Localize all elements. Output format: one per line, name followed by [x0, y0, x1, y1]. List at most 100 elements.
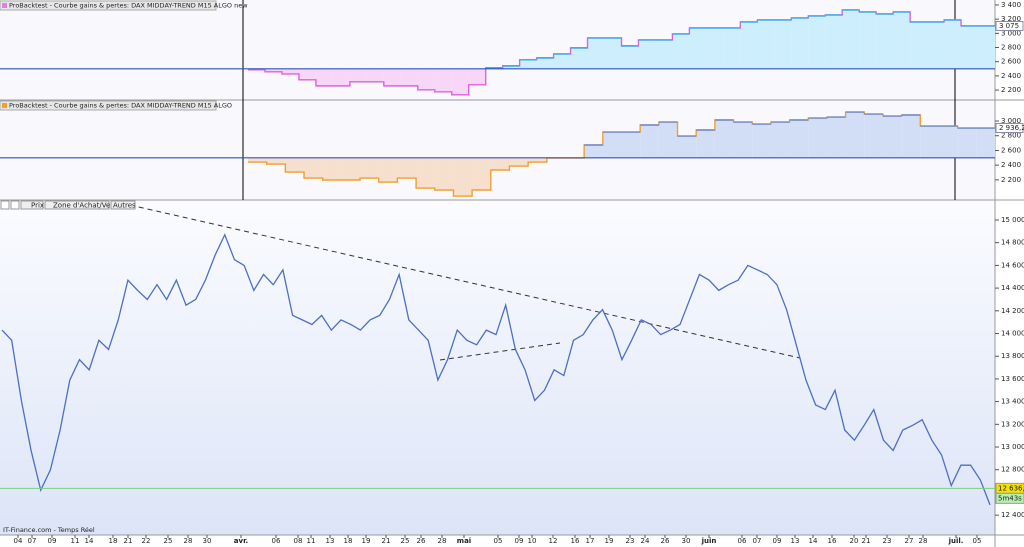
y-tick-label: 15 000	[1001, 216, 1024, 224]
x-tick-label: 20	[850, 537, 859, 545]
x-tick-label: mai	[457, 537, 471, 545]
y-tick-label: 12 800	[1001, 466, 1024, 474]
x-tick-label: 05	[973, 537, 982, 545]
trendline	[439, 342, 561, 361]
equity-area	[882, 116, 902, 158]
button[interactable]	[44, 200, 110, 210]
equity-area	[451, 68, 469, 95]
equity-area	[876, 13, 894, 69]
x-tick-label: 23	[883, 537, 892, 545]
current-value-box	[995, 123, 1024, 134]
toolbar-label[interactable]: Zone d'Achat/Vente	[53, 202, 122, 210]
equity-area	[658, 122, 678, 158]
equity-area	[808, 118, 827, 158]
source: IT-Finance.com - Temps Réel	[3, 526, 95, 534]
equity-area	[360, 157, 379, 179]
timer-box	[995, 492, 1024, 504]
equity-area	[417, 68, 435, 90]
panel-title-bg	[0, 100, 217, 111]
equity-area	[584, 145, 603, 158]
x-tick-label: juil.	[948, 537, 964, 545]
x-tick-label: 07	[753, 537, 762, 545]
x-tick-label: 26	[417, 537, 426, 545]
button[interactable]	[10, 200, 20, 210]
equity-curve-above	[485, 9, 995, 69]
button[interactable]	[0, 200, 10, 210]
equity-area	[655, 39, 673, 69]
x-tick-label: 23	[626, 537, 635, 545]
x-tick-label: 14	[809, 537, 818, 545]
toolbar: Prix Zone d'Achat/Vente Autres	[0, 200, 136, 210]
y-tick-label: 13 000	[1001, 443, 1024, 451]
equity-area	[696, 130, 715, 158]
equity-area	[957, 128, 977, 158]
equity-area	[509, 157, 529, 167]
button[interactable]	[20, 200, 44, 210]
equity-area	[961, 25, 979, 69]
equity-area	[281, 68, 299, 74]
x-tick-label: 25	[164, 537, 173, 545]
toolbar-label[interactable]: Prix	[31, 202, 44, 210]
equity-area	[978, 25, 995, 69]
equity-area	[587, 37, 605, 69]
panel-title: ProBacktest - Courbe gains & pertes: DAX…	[9, 102, 232, 110]
equity-area	[570, 47, 588, 69]
equity-area	[714, 120, 734, 158]
equity-area	[752, 124, 771, 158]
x-tick-label: 04	[14, 537, 23, 545]
equity-area	[366, 68, 384, 82]
equity-curve-above	[584, 111, 995, 146]
equity-area	[944, 19, 962, 69]
equity-area	[472, 157, 491, 190]
equity-area	[938, 126, 958, 158]
equity-area	[789, 120, 809, 158]
y-tick-label: 13 600	[1001, 375, 1024, 383]
x-tick-label: 11	[71, 537, 80, 545]
equity-area	[808, 15, 826, 69]
x-tick-label: 10	[528, 537, 537, 545]
x-tick-label: 28	[919, 537, 928, 545]
y-tick-label: 2 200	[1001, 86, 1021, 94]
timer: 5m43s	[998, 494, 1022, 502]
equity-area	[638, 39, 656, 69]
x-tick-label: 27	[905, 537, 914, 545]
x-tick-label: 17	[586, 537, 595, 545]
equity-area	[536, 57, 554, 69]
panel-icon	[2, 3, 7, 8]
x-tick-label: 16	[828, 537, 837, 545]
x-tick-label: 07	[28, 537, 37, 545]
equity-area	[298, 68, 316, 80]
x-tick-label: 30	[203, 537, 212, 545]
equity-area	[322, 157, 342, 180]
equity-area	[723, 27, 741, 69]
x-tick-label: 21	[862, 537, 871, 545]
equity-area	[553, 53, 571, 69]
y-tick-label: 14 000	[1001, 330, 1024, 338]
y-tick-label: 2 200	[1001, 176, 1021, 184]
equity-area	[740, 21, 758, 69]
y-tick-label: 2 400	[1001, 161, 1021, 169]
equity-area	[927, 21, 945, 69]
panel-title: ProBacktest - Courbe gains & pertes: DAX…	[9, 2, 248, 10]
x-tick-label: 09	[48, 537, 57, 545]
equity-area	[706, 27, 724, 69]
x-tick-label: 18	[109, 537, 118, 545]
toolbar-label[interactable]: Autres	[113, 202, 136, 210]
equity-area	[528, 157, 547, 163]
button[interactable]	[110, 200, 136, 210]
equity-area	[677, 136, 697, 158]
equity-area	[859, 11, 877, 69]
equity-area	[845, 112, 865, 158]
x-tick-label: 08	[294, 537, 303, 545]
x-tick-label: 28	[438, 537, 447, 545]
trendline	[129, 204, 801, 359]
x-tick-label: 21	[382, 537, 391, 545]
equity-area	[502, 65, 520, 69]
current-value: 2 936,2	[999, 124, 1024, 132]
equity-area	[264, 68, 282, 72]
equity-area	[621, 132, 641, 158]
x-tick-label: 25	[401, 537, 410, 545]
current-value: 3 075	[999, 22, 1019, 30]
equity-area	[349, 68, 367, 82]
x-tick-label: 18	[344, 537, 353, 545]
